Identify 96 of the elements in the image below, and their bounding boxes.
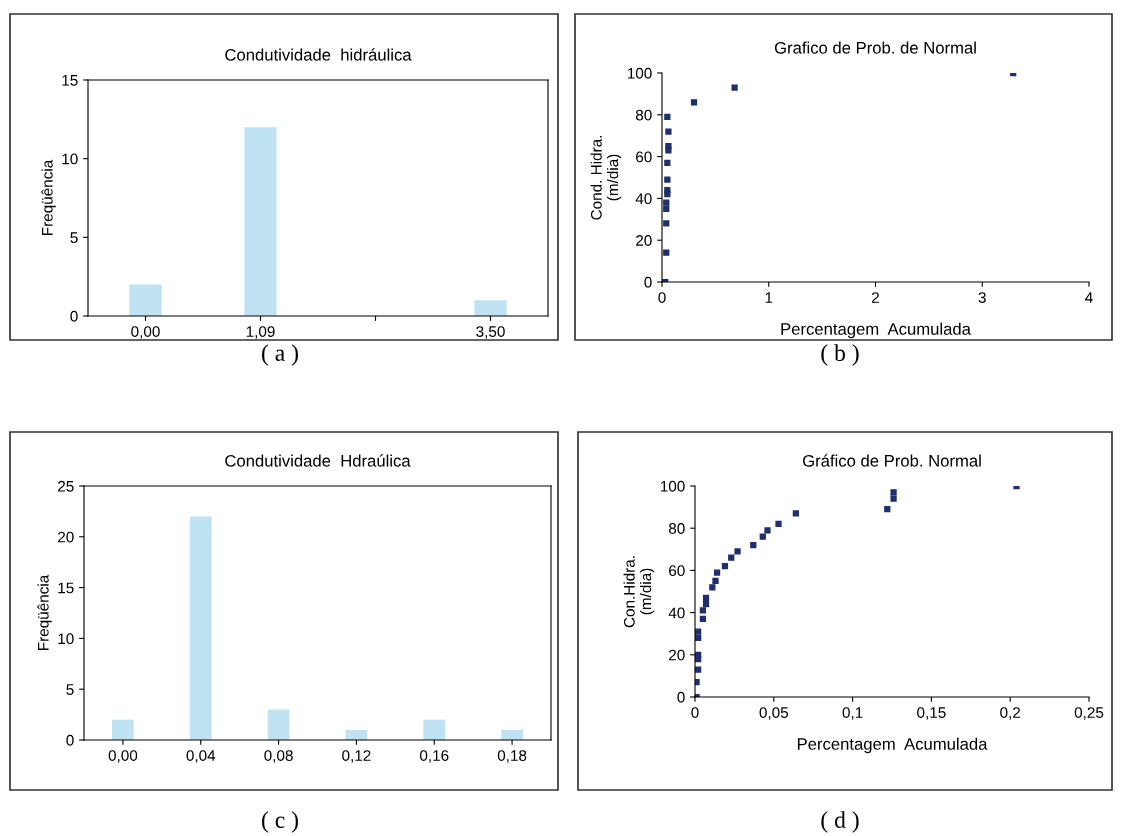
point — [728, 554, 735, 561]
point — [890, 495, 897, 502]
point — [759, 533, 766, 540]
point — [690, 99, 698, 106]
point — [884, 506, 891, 513]
x-tick-label: 0 — [691, 707, 699, 718]
bar — [267, 709, 290, 740]
x-tick-label: 2 — [872, 292, 879, 303]
text: ( c ) — [262, 811, 298, 833]
x-tick-label: 0,16 — [419, 750, 449, 763]
x-tick-label: 0,05 — [759, 707, 789, 720]
chart-title: Condutividade Hdraúlica — [225, 454, 411, 467]
x-tick-label: 0,00 — [108, 750, 138, 763]
point — [663, 249, 670, 256]
point — [764, 527, 771, 534]
bar — [423, 719, 446, 740]
y-tick-label: 0 — [66, 734, 74, 746]
y-tick-label: 10 — [62, 153, 78, 165]
text: ( d ) — [821, 811, 859, 833]
point — [750, 541, 757, 549]
y-tick-label: 0 — [644, 276, 652, 288]
x-tick-label: 4 — [1085, 292, 1093, 303]
y-tick-label: 60 — [636, 151, 652, 163]
chart-title: Grafico de Prob. de Normal — [774, 41, 976, 54]
y-tick-label: 5 — [70, 232, 78, 244]
x-tick-label: 0,15 — [917, 707, 946, 720]
y-tick-label: 0 — [677, 691, 685, 703]
point — [664, 113, 671, 121]
y-tick-label: 15 — [62, 75, 78, 86]
y-tick-label: 5 — [66, 684, 74, 695]
y-tick-label: 25 — [58, 480, 74, 492]
point — [702, 601, 710, 608]
y-tick-label: 20 — [636, 235, 652, 246]
x-tick-label: 3,50 — [476, 326, 505, 339]
text: ( b ) — [821, 344, 859, 366]
chart-title: Condutividade hidráulica — [225, 48, 412, 61]
point — [665, 143, 672, 150]
bar — [474, 300, 507, 316]
x-tick-label: 0,2 — [1000, 707, 1021, 720]
point — [775, 520, 782, 528]
y-tick-label: 10 — [58, 633, 74, 645]
point — [709, 584, 716, 591]
point — [665, 128, 672, 135]
text: ( a ) — [262, 344, 298, 366]
y-tick-label: 100 — [627, 67, 652, 79]
x-tick-label: 1,09 — [246, 326, 275, 339]
x-tick-label: 1 — [765, 292, 773, 303]
point — [663, 205, 670, 212]
point — [663, 220, 670, 227]
y-tick-label: 100 — [660, 480, 685, 492]
x-tick-label: 0,04 — [186, 750, 216, 763]
point — [734, 548, 741, 555]
y-tick-label: 20 — [58, 531, 74, 543]
y-tick-label: 0 — [70, 310, 78, 322]
y-axis-title: Freqüência — [41, 159, 56, 235]
y-axis-title: Cond. Hidra. (m/dia) — [590, 136, 622, 220]
bar — [501, 729, 523, 740]
x-axis-title: Percentagem Acumulada — [781, 322, 971, 339]
point — [731, 84, 738, 91]
point — [699, 607, 707, 614]
y-axis-title: Freqüência — [37, 574, 52, 650]
point — [792, 510, 799, 517]
x-tick-label: 3 — [978, 292, 986, 303]
x-tick-label: 0 — [658, 292, 666, 303]
y-tick-label: 20 — [669, 649, 685, 661]
bar — [189, 516, 212, 740]
point — [702, 594, 710, 601]
y-tick-label: 15 — [58, 582, 74, 594]
point — [695, 666, 702, 673]
x-tick-label: 0,1 — [842, 707, 863, 720]
point — [890, 489, 897, 496]
x-tick-label: 0,12 — [342, 750, 371, 763]
point — [664, 186, 671, 194]
bar — [244, 127, 277, 316]
x-tick-label: 0,25 — [1074, 707, 1104, 720]
point — [664, 159, 671, 166]
y-tick-label: 60 — [669, 565, 685, 577]
x-tick-label: 0,18 — [497, 750, 527, 763]
y-tick-label: 40 — [668, 607, 685, 619]
x-axis-title: Percentagem Acumulada — [797, 737, 988, 754]
y-axis-title: Con.Hidra. (m/dia) — [623, 556, 655, 628]
bar — [129, 284, 162, 316]
point — [663, 199, 670, 206]
point — [664, 176, 671, 183]
bar — [112, 719, 134, 740]
chart-title: Gráfico de Prob. Normal — [803, 454, 981, 467]
y-tick-label: 40 — [635, 193, 652, 205]
point — [695, 628, 702, 635]
point — [713, 569, 721, 576]
y-tick-label: 80 — [668, 523, 685, 534]
point — [712, 577, 719, 585]
x-tick-label: 0,00 — [131, 326, 160, 339]
point — [721, 563, 729, 570]
x-tick-label: 0,08 — [264, 750, 293, 763]
y-tick-label: 80 — [635, 109, 652, 121]
point — [699, 615, 707, 623]
